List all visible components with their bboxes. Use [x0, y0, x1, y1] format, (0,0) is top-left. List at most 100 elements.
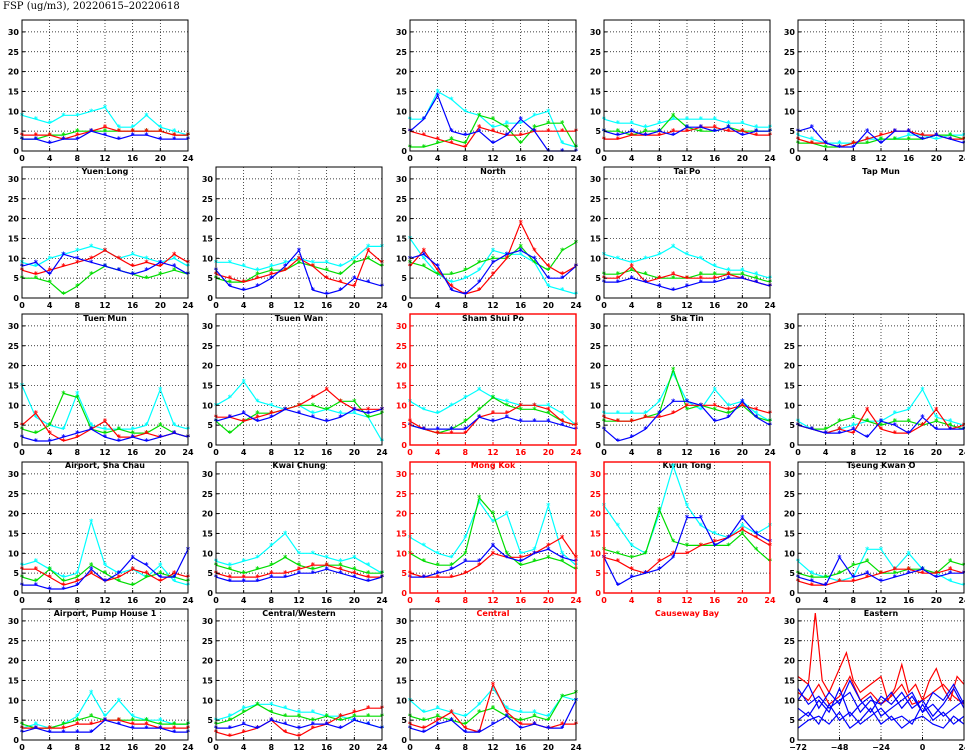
data-point: * — [311, 716, 316, 725]
data-point: * — [172, 135, 177, 144]
data-point: * — [907, 569, 912, 578]
data-point: * — [560, 274, 565, 283]
data-point: * — [436, 720, 441, 729]
data-point: * — [117, 720, 122, 729]
x-tick-label: 4 — [241, 448, 247, 457]
data-point: * — [228, 278, 233, 287]
data-point: * — [352, 712, 357, 721]
data-point: * — [422, 262, 427, 271]
data-point: * — [103, 577, 108, 586]
data-point: * — [491, 541, 496, 550]
x-tick-label: 12 — [293, 448, 304, 457]
data-point: * — [546, 119, 551, 128]
y-tick-label: 10 — [396, 549, 408, 558]
data-point: * — [242, 278, 247, 287]
data-point: * — [144, 573, 149, 582]
data-point: * — [810, 135, 815, 144]
x-tick-label: 8 — [657, 596, 663, 605]
data-point: * — [865, 139, 870, 148]
x-tick-label: 20 — [349, 448, 361, 457]
data-point: * — [865, 557, 870, 566]
y-tick-label: 20 — [8, 68, 20, 77]
data-point: * — [519, 708, 524, 717]
x-tick-label: 0 — [795, 448, 801, 457]
y-tick-label: 10 — [784, 549, 796, 558]
data-point: * — [616, 131, 621, 140]
y-tick-label: 20 — [202, 657, 214, 666]
y-tick-label: 20 — [396, 68, 408, 77]
data-point: * — [75, 389, 80, 398]
data-point: * — [228, 413, 233, 422]
data-point: * — [311, 409, 316, 418]
y-tick-label: 0 — [207, 589, 213, 598]
y-tick-label: 30 — [202, 470, 214, 479]
data-point: * — [436, 139, 441, 148]
y-tick-label: 15 — [784, 381, 796, 390]
series-line — [409, 404, 577, 434]
data-point: * — [671, 397, 676, 406]
y-tick-label: 20 — [396, 362, 408, 371]
data-point: * — [824, 573, 829, 582]
data-point: * — [740, 522, 745, 531]
grid-lines — [22, 462, 188, 593]
data-point: * — [366, 242, 371, 251]
data-point: * — [865, 417, 870, 426]
data-point: * — [754, 413, 759, 422]
x-tick-label: 0 — [795, 596, 801, 605]
data-point: * — [366, 569, 371, 578]
data-point: * — [879, 425, 884, 434]
y-tick-label: 25 — [8, 48, 20, 57]
data-point: * — [740, 397, 745, 406]
data-point: * — [436, 270, 441, 279]
panel-tai-po: * * * * * * * * * * * * ** * * *** * * * * * ** * * * * * * * * * * * ** *… — [590, 19, 776, 176]
y-tick-label: 20 — [396, 510, 408, 519]
data-point: * — [75, 581, 80, 590]
data-point: * — [352, 274, 357, 283]
data-point: * — [172, 127, 177, 136]
data-point: * — [630, 573, 635, 582]
x-tick-label: 20 — [543, 448, 555, 457]
x-tick-label: 16 — [515, 596, 527, 605]
y-tick-label: 10 — [590, 549, 602, 558]
data-point: * — [75, 728, 80, 737]
x-tick-label: 4 — [47, 301, 53, 310]
x-tick-label: 24 — [764, 154, 776, 163]
data-point: * — [242, 417, 247, 426]
data-point: * — [491, 127, 496, 136]
data-point: * — [172, 131, 177, 140]
data-point: * — [436, 573, 441, 582]
data-point: * — [436, 425, 441, 434]
y-tick-label: 30 — [590, 470, 602, 479]
data-point: * — [740, 131, 745, 140]
data-point: * — [879, 135, 884, 144]
data-point: * — [879, 139, 884, 148]
y-tick-label: 20 — [590, 215, 602, 224]
station-title: North — [480, 167, 506, 176]
data-point: * — [338, 409, 343, 418]
data-point: * — [283, 553, 288, 562]
series-line — [604, 277, 771, 291]
series-line — [797, 703, 965, 726]
y-tick-label: 5 — [13, 421, 19, 430]
x-tick-label: 20 — [155, 301, 167, 310]
x-tick-label: 0 — [213, 596, 219, 605]
data-point: * — [671, 127, 676, 136]
data-point: * — [726, 123, 731, 132]
data-point: * — [283, 266, 288, 275]
data-point: * — [671, 242, 676, 251]
x-tick-label: 16 — [127, 596, 139, 605]
data-point: * — [657, 510, 662, 519]
data-point: * — [616, 417, 621, 426]
data-point: * — [75, 433, 80, 442]
data-point: * — [297, 708, 302, 717]
data-point: * — [893, 127, 898, 136]
series-line — [21, 564, 189, 586]
y-tick-label: 0 — [595, 589, 601, 598]
data-point: * — [643, 123, 648, 132]
data-point: * — [117, 135, 122, 144]
data-point: * — [907, 565, 912, 574]
data-point: * — [505, 254, 510, 263]
y-tick-label: 30 — [8, 175, 20, 184]
data-point: * — [671, 553, 676, 562]
